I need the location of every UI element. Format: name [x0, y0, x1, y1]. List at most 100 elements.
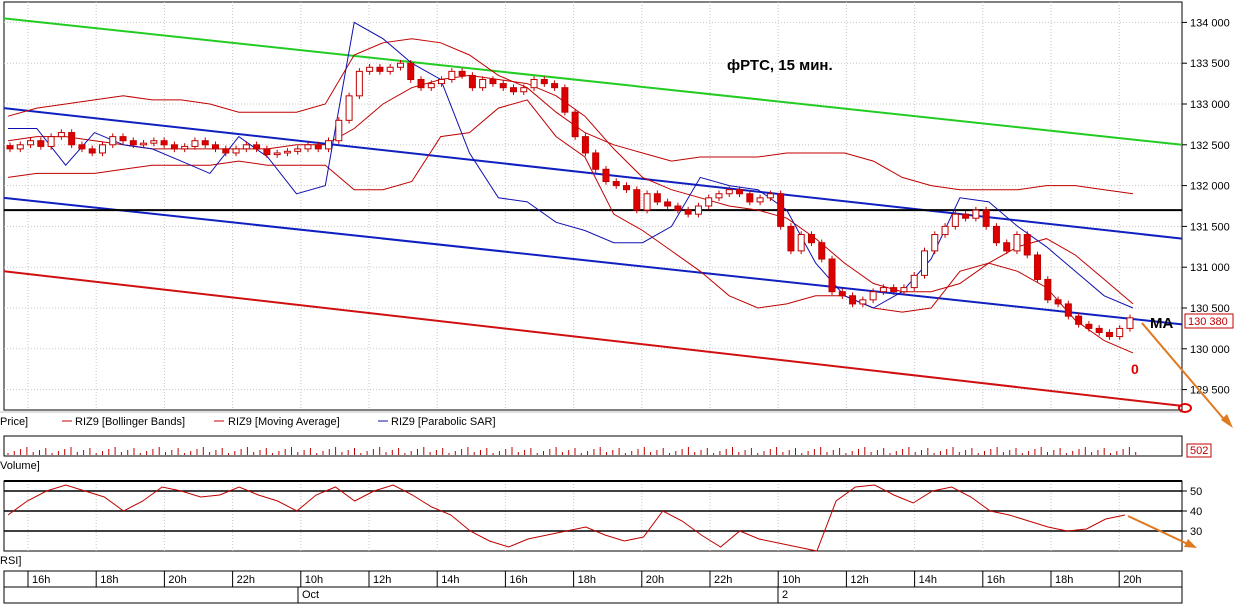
- candle-body: [684, 209, 692, 215]
- volume-value-tag: [1186, 443, 1212, 458]
- candle-body: [787, 225, 795, 252]
- candle-body: [366, 66, 374, 72]
- candle-body: [674, 205, 682, 211]
- legend-moving-average: RIZ9 [Moving Average]: [228, 416, 340, 428]
- time-axis: 16h 18h 20h 22h 10h 12h 14h 16h 18h 20h 22h 10h 12h 1…: [27, 571, 1142, 603]
- candle-body: [653, 193, 661, 203]
- candle-body: [797, 234, 805, 252]
- candle-body: [972, 209, 980, 219]
- date-label: 2: [782, 589, 788, 601]
- price-tick-label: 130 500: [1190, 303, 1230, 315]
- moving-average-line: [7, 74, 1134, 305]
- candle-body: [766, 193, 774, 199]
- target-mark: 0: [1131, 361, 1139, 377]
- candle-body: [355, 70, 363, 97]
- price-tick-label: 134 000: [1190, 17, 1230, 29]
- candle-body: [1105, 331, 1113, 338]
- rsi-tick-label: 30: [1190, 526, 1202, 538]
- rsi-panel-frame: [3, 480, 1183, 552]
- time-tick-label: 12h: [850, 574, 868, 586]
- candle-body: [725, 189, 733, 195]
- candle-body: [962, 213, 970, 219]
- volume-panel-frame: [3, 435, 1183, 457]
- time-tick-label: 22h: [237, 574, 255, 586]
- forecast-arrow-price-head: [1221, 414, 1233, 428]
- price-tick-label: 132 000: [1190, 181, 1230, 193]
- price-panel-frame: [3, 1, 1183, 411]
- legend-parabolic-sar: RIZ9 [Parabolic SAR]: [391, 416, 496, 428]
- candle-body: [232, 148, 240, 154]
- candle-body: [345, 95, 353, 121]
- candle-body: [807, 234, 815, 244]
- candle-body: [869, 291, 877, 301]
- annotation-markers: 0: [1127, 322, 1233, 548]
- last-price-tag: [1184, 313, 1234, 329]
- candle-body: [335, 119, 343, 142]
- candle-body: [140, 142, 148, 146]
- candle-body: [1095, 327, 1103, 333]
- candle-body: [376, 66, 384, 72]
- time-tick-label: 18h: [1055, 574, 1073, 586]
- candle-body: [263, 148, 271, 156]
- candle-body: [910, 274, 918, 289]
- time-tick-label: 22h: [714, 574, 732, 586]
- candles: [6, 59, 1134, 340]
- price-tick-label: 133 500: [1190, 58, 1230, 70]
- candle-body: [602, 168, 610, 183]
- rsi-panel-label: RSI]: [0, 555, 21, 567]
- time-tick-label: 18h: [100, 574, 118, 586]
- candle-body: [982, 209, 990, 227]
- candle-body: [386, 66, 394, 72]
- candle-body: [592, 152, 600, 170]
- candle-body: [1054, 299, 1062, 305]
- time-tick-label: 14h: [441, 574, 459, 586]
- candle-body: [849, 295, 857, 305]
- forecast-arrow-price: [1141, 322, 1229, 425]
- trend-line-blue-lower: [3, 196, 1183, 326]
- candle-body: [818, 242, 826, 260]
- candle-body: [777, 193, 785, 227]
- candle-body: [47, 136, 55, 147]
- candle-body: [859, 299, 867, 305]
- candle-body: [920, 250, 928, 276]
- time-tick-label: 20h: [168, 574, 186, 586]
- time-tick-label: 12h: [373, 574, 391, 586]
- price-tick-label: 132 500: [1190, 140, 1230, 152]
- candle-body: [1003, 242, 1011, 252]
- legend-bollinger: RIZ9 [Bollinger Bands]: [75, 416, 185, 428]
- candle-body: [417, 79, 425, 89]
- volume-panel-label: Volume]: [0, 460, 40, 472]
- time-tick-label: 16h: [509, 574, 527, 586]
- volume-bars: [7, 447, 1137, 455]
- candle-body: [1044, 278, 1052, 301]
- candle-body: [27, 140, 35, 146]
- price-tick-label: 129 500: [1190, 385, 1230, 397]
- rsi-tick-label: 50: [1190, 486, 1202, 498]
- candle-body: [1116, 327, 1124, 338]
- candle-body: [715, 193, 723, 199]
- time-tick-label: 10h: [305, 574, 323, 586]
- candle-body: [643, 193, 651, 211]
- candle-body: [427, 83, 435, 89]
- candle-body: [253, 144, 261, 150]
- price-tick-label: 133 000: [1190, 99, 1230, 111]
- candle-body: [499, 83, 507, 89]
- date-label: Oct: [302, 589, 319, 601]
- time-tick-label: 18h: [578, 574, 596, 586]
- candle-body: [37, 140, 45, 147]
- candle-body: [407, 62, 415, 81]
- price-tick-label: 131 000: [1190, 262, 1230, 274]
- candle-body: [109, 136, 117, 146]
- rsi-line: [7, 484, 1126, 552]
- target-circle-lower: [1178, 403, 1192, 413]
- candle-body: [119, 136, 127, 142]
- trend-line-upper-green: [3, 17, 1183, 146]
- candle-body: [489, 79, 497, 85]
- candle-body: [68, 132, 76, 146]
- candle-body: [694, 205, 702, 215]
- candle-body: [129, 140, 137, 146]
- volume-value: 502: [1190, 445, 1208, 457]
- forecast-arrow-rsi: [1127, 515, 1193, 547]
- candle-body: [283, 150, 291, 154]
